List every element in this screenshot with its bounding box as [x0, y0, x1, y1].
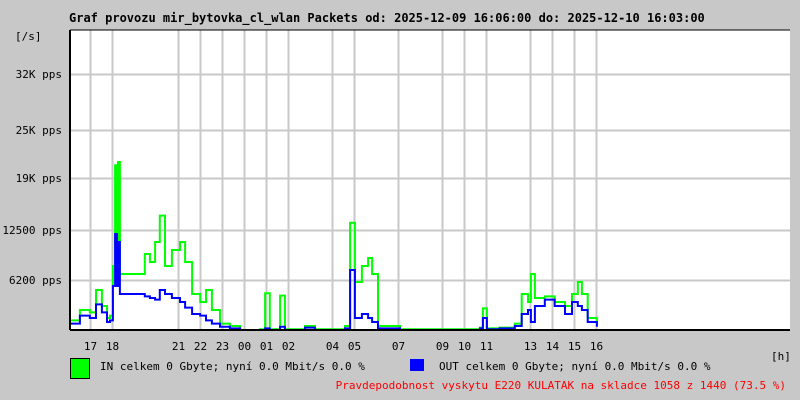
- legend-in-swatch: [70, 358, 90, 379]
- y-tick-label: 25K pps: [15, 123, 62, 137]
- legend-out-swatch: [410, 359, 424, 371]
- y-tick-label: 32K pps: [15, 67, 62, 81]
- x-tick-label: 14: [545, 340, 560, 353]
- x-tick-label: 01: [259, 340, 274, 353]
- x-tick-label: 22: [193, 340, 208, 353]
- y-tick-label: 6200 pps: [9, 273, 62, 287]
- footer-note: Pravdepodobnost vyskytu E220 KULATAK na …: [335, 379, 786, 392]
- x-tick-label: 23: [215, 340, 230, 353]
- legend-in-text: IN celkem 0 Gbyte; nyní 0.0 Mbit/s 0.0 %: [100, 360, 365, 373]
- x-tick-label: 02: [281, 340, 296, 353]
- x-axis-unit: [h]: [771, 350, 791, 363]
- y-tick-label: 12500 pps: [2, 223, 62, 237]
- series-line-in: [70, 161, 598, 331]
- x-tick-label: 05: [347, 340, 362, 353]
- y-tick-label: 19K pps: [15, 171, 62, 185]
- x-tick-label: 21: [171, 340, 186, 353]
- y-axis-unit: [/s]: [15, 30, 42, 43]
- x-tick-label: 18: [105, 340, 120, 353]
- x-tick-label: 16: [589, 340, 604, 353]
- x-tick-label: 09: [435, 340, 450, 353]
- legend-out-text: OUT celkem 0 Gbyte; nyní 0.0 Mbit/s 0.0 …: [439, 360, 711, 373]
- chart-title: Graf provozu mir_bytovka_cl_wlan Packets…: [69, 11, 705, 25]
- x-tick-label: 11: [479, 340, 494, 353]
- x-tick-label: 15: [567, 340, 582, 353]
- x-tick-label: 13: [523, 340, 538, 353]
- x-tick-label: 10: [457, 340, 472, 353]
- x-tick-label: 00: [237, 340, 252, 353]
- x-tick-label: 04: [325, 340, 340, 353]
- x-tick-label: 07: [391, 340, 406, 353]
- x-tick-label: 17: [83, 340, 98, 353]
